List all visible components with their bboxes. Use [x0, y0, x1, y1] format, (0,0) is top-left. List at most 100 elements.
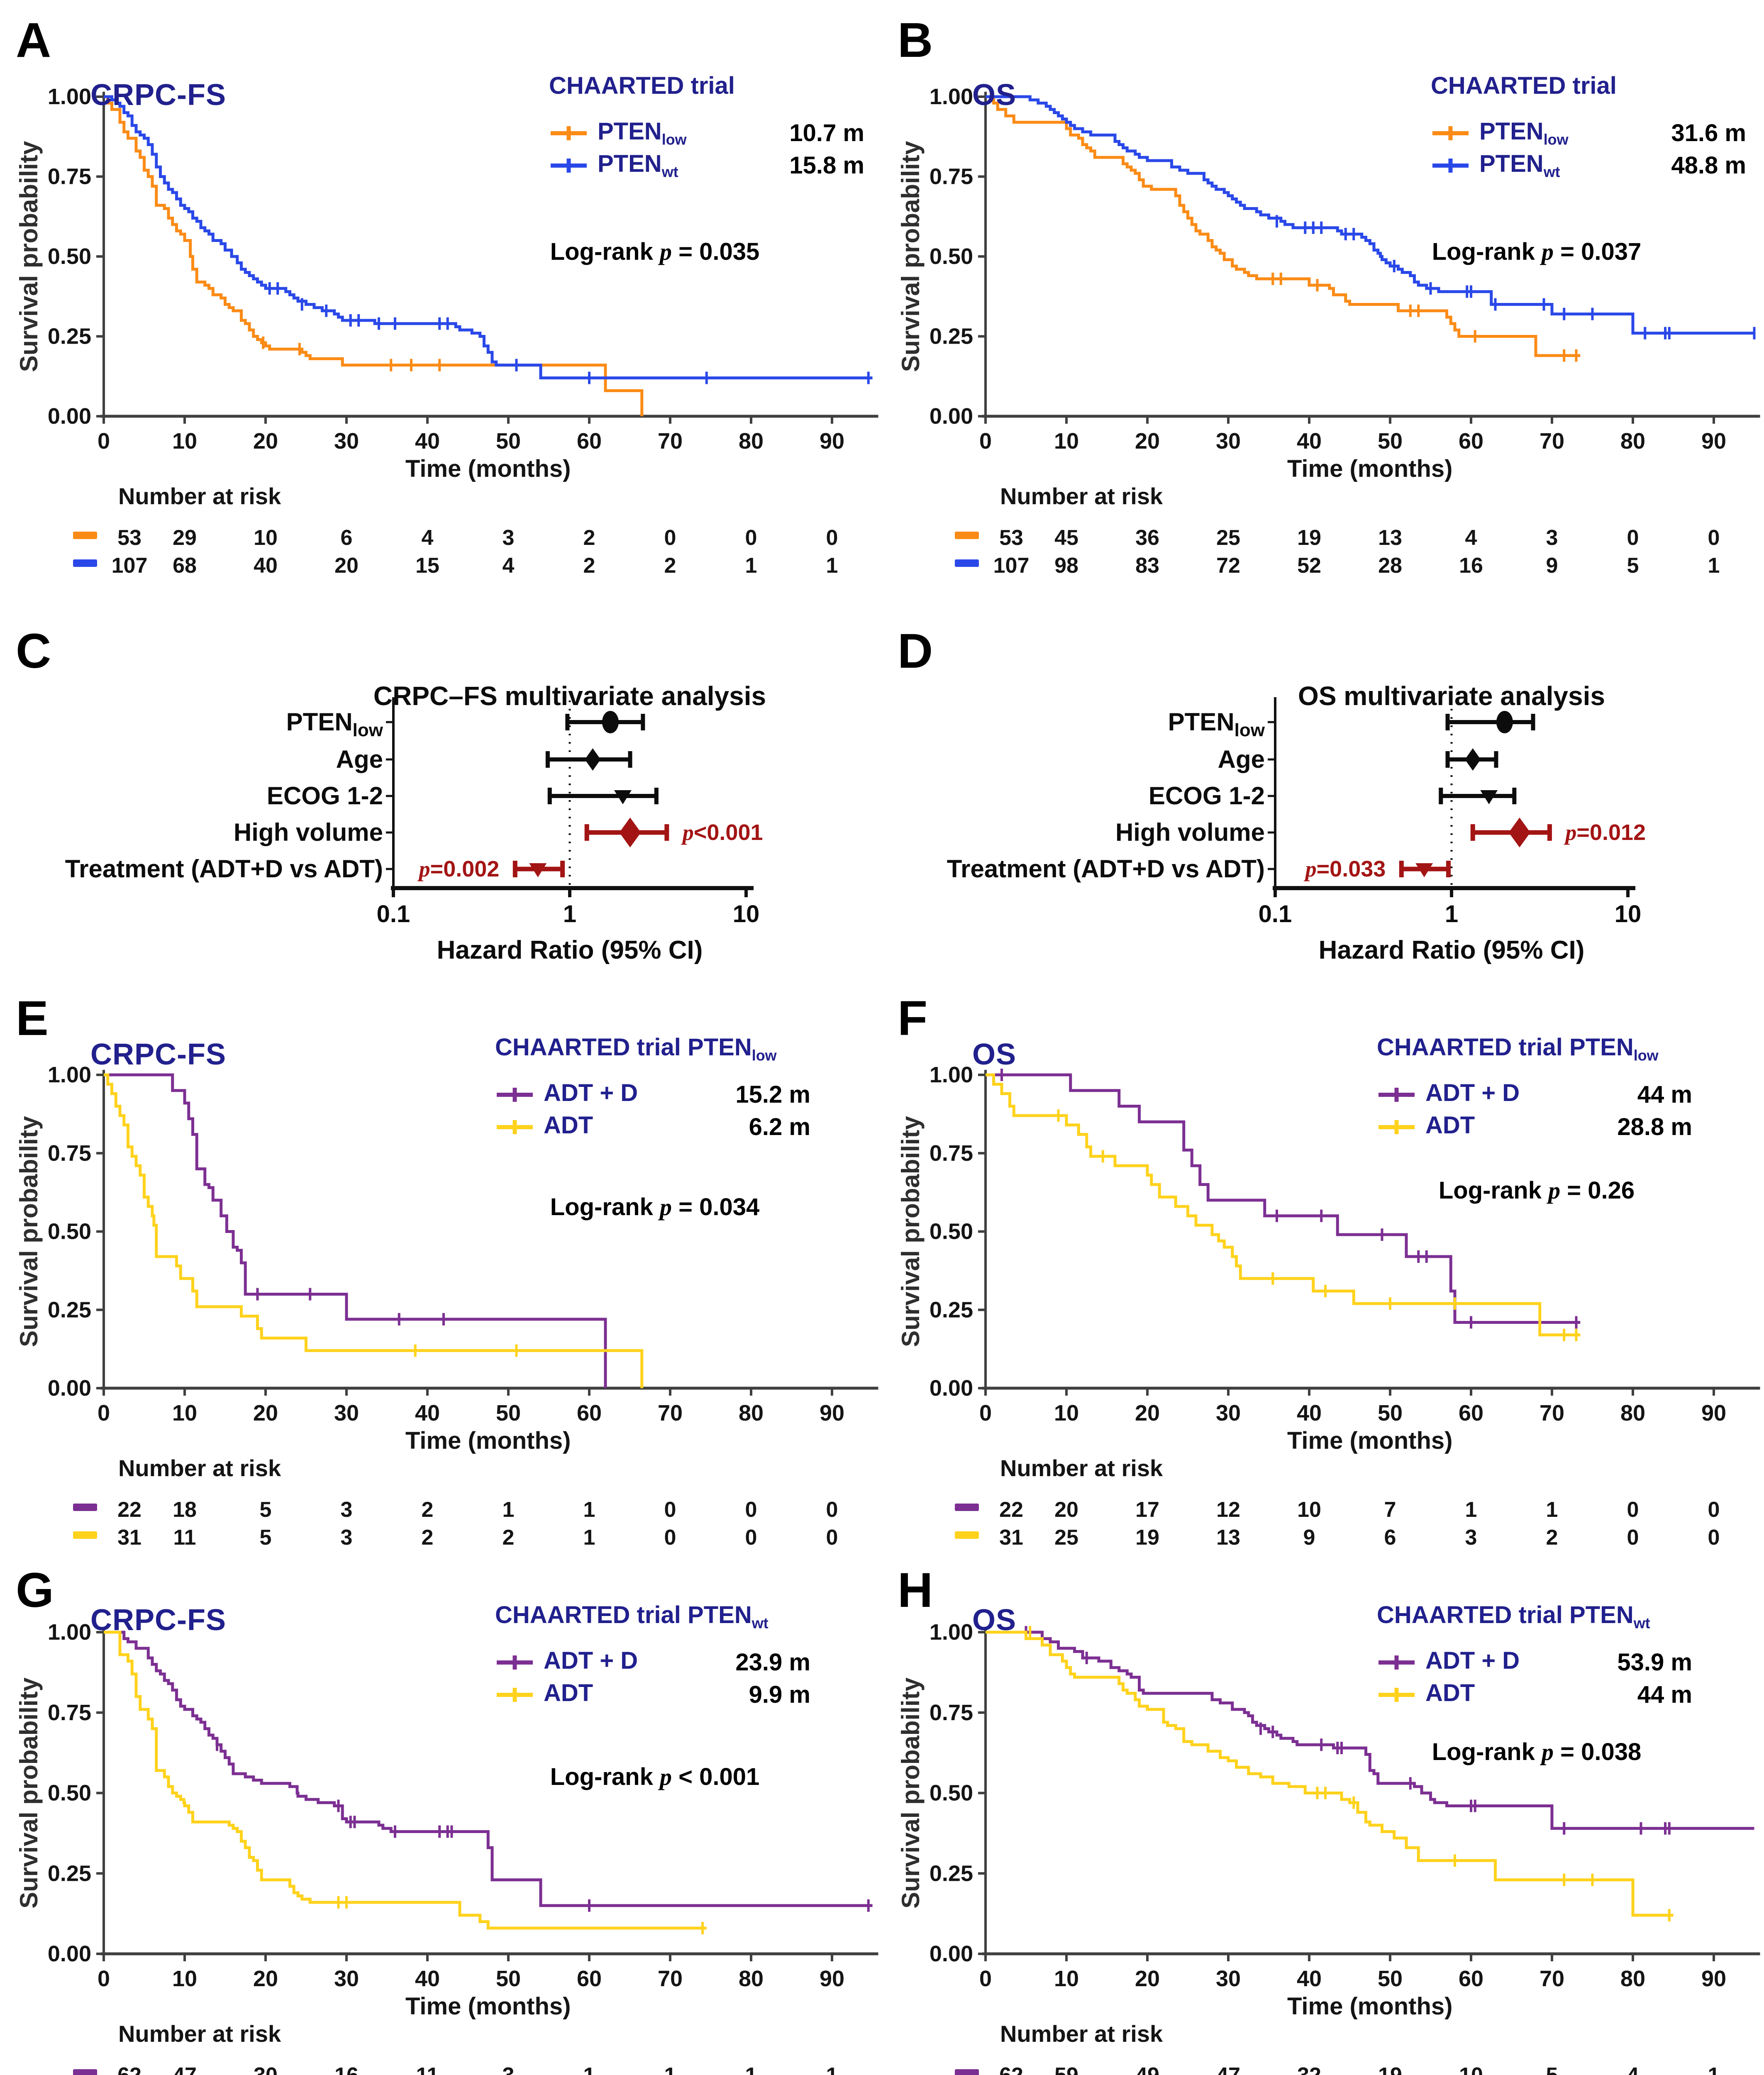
svg-text:18: 18: [173, 1498, 197, 1522]
svg-text:p=0.012: p=0.012: [1564, 820, 1646, 845]
svg-text:0: 0: [979, 429, 992, 454]
svg-text:Number at risk: Number at risk: [118, 1455, 281, 1481]
svg-text:6: 6: [341, 526, 353, 550]
svg-text:p=0.033: p=0.033: [1304, 857, 1386, 881]
svg-text:3: 3: [341, 1526, 353, 1550]
svg-text:1: 1: [583, 1498, 595, 1522]
panel-letter: B: [898, 13, 933, 68]
svg-text:30: 30: [1216, 1401, 1241, 1426]
svg-text:90: 90: [820, 1401, 844, 1426]
svg-text:90: 90: [1701, 1401, 1726, 1426]
svg-text:Survival probability: Survival probability: [897, 1116, 925, 1347]
svg-text:0.50: 0.50: [48, 244, 91, 269]
svg-text:0: 0: [98, 1401, 110, 1426]
km-line-censor-icon: [1379, 1120, 1415, 1134]
svg-text:30: 30: [1216, 1966, 1241, 1991]
svg-text:40: 40: [415, 1966, 440, 1991]
km-line-censor-icon: [497, 1087, 533, 1102]
svg-text:Treatment (ADT+D vs ADT): Treatment (ADT+D vs ADT): [65, 855, 383, 883]
svg-text:2: 2: [1546, 1526, 1558, 1550]
legend-item: PTENlow 31.6 m: [1431, 117, 1746, 149]
legend-series-label: ADT + D: [544, 1079, 638, 1107]
svg-text:Time (months): Time (months): [1287, 455, 1453, 482]
svg-text:0.00: 0.00: [48, 404, 91, 429]
legend-series-label: PTENwt: [1479, 150, 1560, 181]
svg-text:1: 1: [503, 1498, 515, 1522]
legend-series-label: ADT: [1425, 1112, 1475, 1139]
svg-text:10: 10: [172, 429, 197, 454]
svg-text:0.25: 0.25: [48, 324, 91, 349]
panel-C: 0.1 1 10 Hazard Ratio (95% CI) PTENlow Age ECO…: [12, 627, 881, 986]
svg-text:10: 10: [172, 1401, 197, 1426]
legend-series-label: ADT + D: [1425, 1647, 1520, 1675]
km-chart-E: 0.000.250.500.751.000 10 20 30 40 50 60 70 80 90T…: [15, 1062, 878, 1550]
panel-title: CRPC-FS: [90, 1604, 226, 1637]
svg-text:22: 22: [999, 1498, 1023, 1522]
svg-text:10: 10: [1054, 1401, 1079, 1426]
svg-text:30: 30: [334, 1401, 359, 1426]
legend-series-median: 28.8 m: [1617, 1113, 1692, 1141]
svg-text:62: 62: [999, 2063, 1023, 2075]
svg-text:40: 40: [1297, 1401, 1322, 1426]
legend-series-median: 44 m: [1637, 1081, 1692, 1108]
svg-text:5: 5: [1546, 2063, 1558, 2075]
panel-title: OS: [972, 1604, 1017, 1637]
svg-text:47: 47: [1216, 2063, 1240, 2075]
legend-series-median: 48.8 m: [1671, 152, 1746, 179]
legend-series-label: ADT: [1425, 1680, 1475, 1707]
km-line-censor-icon: [1379, 1655, 1415, 1670]
svg-text:19: 19: [1135, 1526, 1159, 1550]
svg-text:10: 10: [172, 1966, 197, 1991]
svg-text:80: 80: [739, 429, 764, 454]
svg-text:28: 28: [1378, 554, 1402, 578]
svg-text:17: 17: [1135, 1498, 1159, 1522]
svg-text:0.50: 0.50: [930, 1219, 973, 1244]
svg-text:20: 20: [334, 554, 359, 578]
legend-series-median: 23.9 m: [735, 1649, 810, 1676]
svg-text:Number at risk: Number at risk: [1000, 483, 1163, 509]
svg-text:70: 70: [1540, 1401, 1564, 1426]
svg-text:0.75: 0.75: [48, 1700, 91, 1725]
svg-text:2: 2: [664, 554, 676, 578]
logrank-annotation: Log-rank p = 0.26: [1438, 1177, 1635, 1204]
legend-item: ADT + D 53.9 m: [1377, 1646, 1692, 1679]
svg-text:0: 0: [664, 526, 676, 550]
svg-text:90: 90: [1701, 429, 1726, 454]
svg-text:60: 60: [1459, 1401, 1483, 1426]
svg-text:0.25: 0.25: [930, 1861, 973, 1886]
svg-text:0: 0: [979, 1966, 992, 1991]
svg-text:80: 80: [1620, 1401, 1645, 1426]
panel-H: 0.00 0.25 0.50 0.75 1.00 0 10 20 30 40 50 60 70 80 90 T…: [893, 1566, 1763, 2075]
svg-text:53: 53: [999, 526, 1023, 550]
svg-text:107: 107: [112, 554, 148, 578]
panel-letter: F: [898, 991, 928, 1046]
svg-text:31: 31: [999, 1526, 1023, 1550]
svg-text:80: 80: [1620, 429, 1645, 454]
svg-text:0.00: 0.00: [930, 404, 973, 429]
svg-text:50: 50: [1378, 1401, 1403, 1426]
svg-text:10: 10: [1615, 901, 1642, 928]
svg-text:40: 40: [1297, 1966, 1322, 1991]
svg-text:30: 30: [254, 2063, 278, 2075]
km-line-censor-icon: [1432, 126, 1469, 140]
svg-text:1: 1: [826, 554, 838, 578]
km-line-censor-icon: [1432, 158, 1469, 173]
svg-text:1: 1: [745, 554, 757, 578]
svg-text:0.50: 0.50: [48, 1219, 91, 1244]
svg-text:19: 19: [1378, 2063, 1402, 2075]
svg-text:0: 0: [826, 1526, 838, 1550]
svg-text:15: 15: [415, 554, 439, 578]
svg-text:1: 1: [1445, 901, 1458, 928]
svg-text:1.00: 1.00: [48, 1062, 91, 1087]
legend-item: ADT + D 44 m: [1377, 1079, 1692, 1111]
svg-text:Survival probability: Survival probability: [15, 1677, 43, 1908]
svg-text:12: 12: [1216, 1498, 1240, 1522]
svg-text:6: 6: [1384, 1526, 1396, 1550]
legend-series-median: 9.9 m: [749, 1681, 810, 1709]
svg-text:Survival probability: Survival probability: [15, 141, 43, 372]
svg-text:30: 30: [334, 429, 359, 454]
svg-text:32: 32: [1297, 2063, 1321, 2075]
svg-text:9: 9: [1303, 1526, 1315, 1550]
logrank-annotation: Log-rank p = 0.035: [550, 238, 760, 265]
